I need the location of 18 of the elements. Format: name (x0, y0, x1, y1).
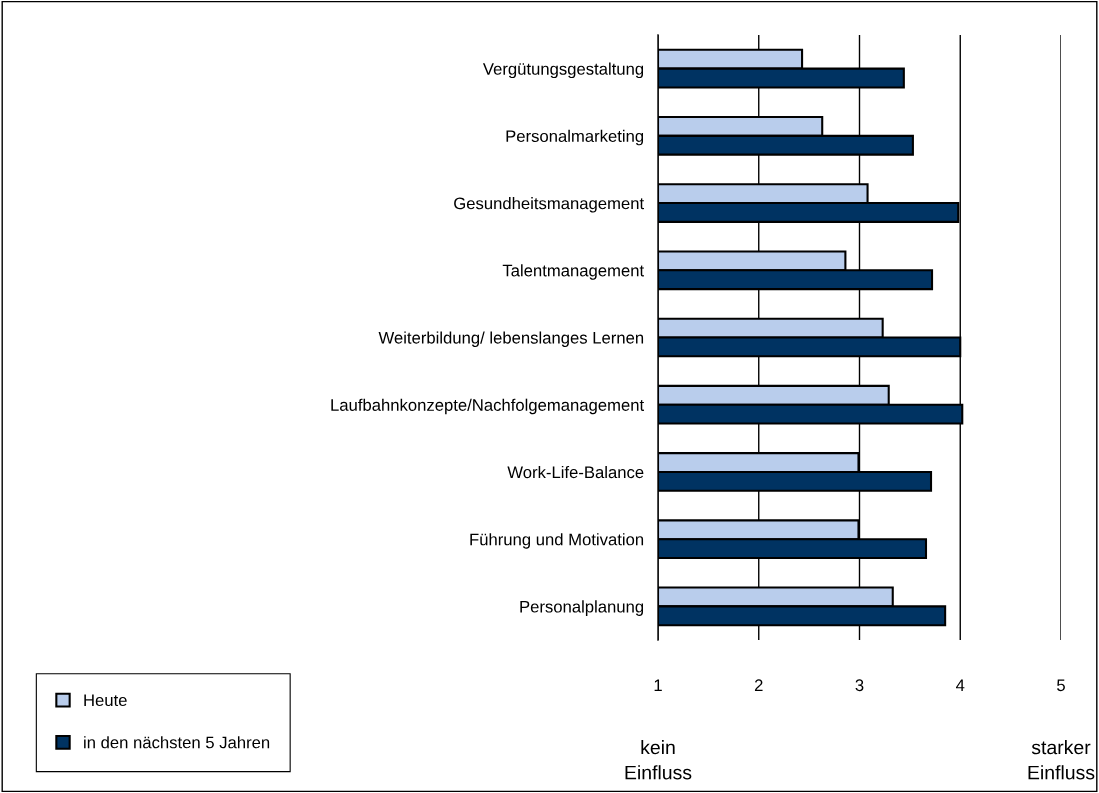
y-tick-label: Laufbahnkonzepte/Nachfolgemanagement (331, 398, 645, 415)
x-tick-label: 1 (654, 679, 662, 691)
text: kein Einfluss (625, 740, 692, 780)
legend-label: Heute (84, 694, 127, 707)
y-tick-label: Talentmanagement (502, 264, 644, 280)
y-tick-label: Gesundheitsmanagement (454, 197, 644, 213)
text: starker Einfluss (1028, 740, 1095, 780)
y-tick-label: Vergütungsgestaltung (482, 62, 644, 79)
x-tick-label: 2 (754, 679, 763, 691)
x-tick-label: 3 (855, 679, 864, 692)
x-tick-label: 5 (1057, 679, 1065, 692)
y-tick-label: Work-Life-Balance (507, 465, 644, 479)
legend-label: in den nächsten 5 Jahren (84, 736, 270, 749)
y-tick-label: Personalmarketing (506, 129, 644, 146)
x-tick-label: 4 (956, 679, 965, 691)
y-tick-label: Personalplanung (520, 600, 644, 616)
y-tick-label: Führung und Motivation (470, 533, 644, 549)
y-tick-label: Weiterbildung/ lebenslanges Lernen (378, 331, 644, 347)
